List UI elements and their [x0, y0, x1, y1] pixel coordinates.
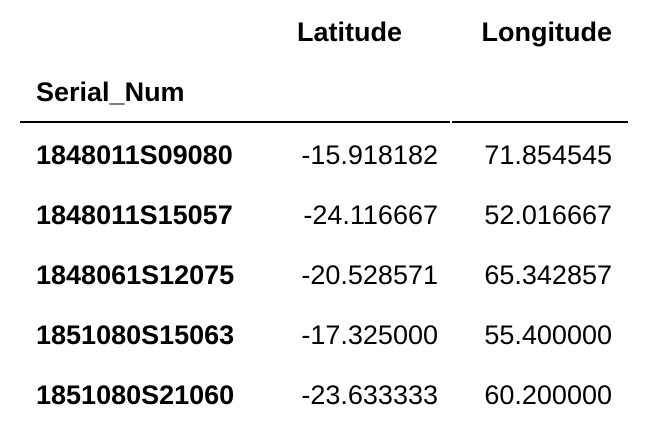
row-latitude: -20.528571 — [301, 260, 438, 290]
table-row: 1848011S15057 -24.116667 52.016667 — [20, 183, 628, 243]
row-longitude: 65.342857 — [484, 260, 612, 290]
row-serial: 1851080S15063 — [36, 320, 235, 350]
header-divider-gap — [450, 120, 452, 124]
row-serial: 1848011S15057 — [36, 200, 233, 230]
row-latitude: -24.116667 — [303, 200, 438, 230]
row-serial: 1851080S21060 — [36, 380, 235, 410]
row-latitude: -23.633333 — [301, 380, 438, 410]
row-longitude: 55.400000 — [484, 320, 612, 350]
row-longitude: 71.854545 — [484, 140, 612, 170]
row-latitude: -15.918182 — [301, 140, 438, 170]
table-row: 1848061S12075 -20.528571 65.342857 — [20, 243, 628, 303]
header-divider — [20, 121, 628, 123]
row-longitude: 60.200000 — [484, 380, 612, 410]
table-row: 1848011S09080 -15.918182 71.854545 — [20, 123, 628, 183]
row-serial: 1848011S09080 — [36, 140, 233, 170]
column-header-longitude: Longitude — [481, 17, 612, 47]
row-serial: 1848061S12075 — [36, 260, 235, 290]
data-table: Latitude Longitude Serial_Num 1848011S09… — [20, 0, 628, 446]
row-longitude: 52.016667 — [484, 200, 612, 230]
column-header-latitude: Latitude — [297, 17, 402, 47]
index-name-header: Serial_Num — [36, 77, 185, 107]
table-row: 1851080S15063 -17.325000 55.400000 — [20, 303, 628, 363]
row-latitude: -17.325000 — [301, 320, 438, 350]
table-row: 1851080S21060 -23.633333 60.200000 — [20, 363, 628, 423]
